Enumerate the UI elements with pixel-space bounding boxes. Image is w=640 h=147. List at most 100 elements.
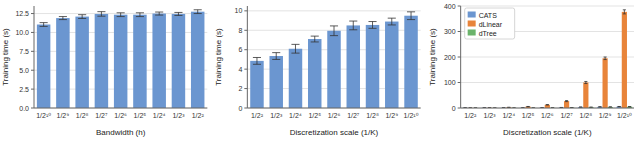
y-tick-label: 10 — [235, 7, 243, 14]
y-tick-label: 0 — [452, 105, 456, 112]
y-tick-label: 5.0 — [19, 67, 29, 74]
error-bar — [117, 13, 125, 17]
x-tick-label: 1/2⁹ — [599, 112, 612, 119]
x-tick-label: 1/2⁷ — [560, 112, 573, 119]
plot-area — [462, 10, 632, 108]
y-axis — [460, 6, 461, 108]
error-bar — [59, 17, 67, 20]
bar — [308, 39, 321, 108]
x-tick-label: 1/2⁹ — [57, 112, 70, 119]
x-tick-label: 1/2⁶ — [114, 112, 127, 119]
legend-swatch — [468, 12, 476, 18]
bar — [603, 58, 608, 108]
legend-swatch — [468, 30, 476, 36]
error-bar — [618, 106, 621, 107]
y-tick-label: 4 — [238, 66, 242, 73]
figure: 0.02.55.07.510.012.51/2¹⁰1/2⁹1/2⁸1/2⁷1/2… — [0, 0, 640, 147]
x-tick-label: 1/2⁸ — [76, 112, 89, 119]
x-tick-label: 1/2² — [251, 112, 264, 119]
x-tick-label: 1/2⁹ — [385, 112, 398, 119]
x-tick-label: 1/2⁵ — [522, 112, 535, 119]
grid-line — [461, 108, 634, 109]
error-bar — [609, 106, 612, 107]
panel: 0.02.55.07.510.012.51/2¹⁰1/2⁹1/2⁸1/2⁷1/2… — [1, 6, 207, 137]
y-axis-label: Training time (s) — [214, 28, 223, 86]
x-tick-label: 1/2¹⁰ — [617, 112, 632, 119]
y-axis-label: Training time (s) — [428, 28, 437, 86]
x-tick-label: 1/2³ — [172, 112, 185, 119]
error-bar — [174, 12, 182, 15]
bar — [622, 12, 627, 108]
bar — [564, 101, 569, 108]
y-tick-label: 2.5 — [19, 86, 29, 93]
y-tick-label: 400 — [444, 3, 456, 10]
error-bar — [628, 106, 631, 107]
error-bar — [78, 15, 86, 19]
y-tick-label: 200 — [444, 54, 456, 61]
y-tick-label: 2 — [238, 85, 242, 92]
y-tick-label: 0 — [238, 105, 242, 112]
x-tick-label: 1/2⁶ — [541, 112, 554, 119]
error-bar — [584, 81, 587, 83]
grid-line — [461, 6, 634, 7]
bar — [583, 83, 588, 109]
x-tick-label: 1/2⁶ — [328, 112, 341, 119]
bar — [250, 61, 263, 108]
error-bar — [527, 106, 530, 107]
y-tick-label: 8 — [238, 27, 242, 34]
x-axis-label: Discretization scale (1/K) — [290, 128, 379, 137]
error-bar — [40, 23, 48, 27]
panel: 02468101/2²1/2³1/2⁴1/2⁵1/2⁶1/2⁷1/2⁸1/2⁹1… — [214, 6, 420, 137]
plot-area — [37, 10, 205, 108]
error-bar — [330, 26, 338, 36]
bar — [133, 15, 146, 108]
bar — [404, 16, 417, 108]
bar — [385, 22, 398, 108]
bar — [152, 14, 165, 108]
x-tick-label: 1/2³ — [484, 112, 497, 119]
error-bar — [311, 36, 319, 42]
grid-line — [34, 108, 207, 109]
bar — [366, 25, 379, 108]
y-tick-label: 12.5 — [15, 10, 29, 17]
x-tick-label: 1/2⁴ — [153, 112, 166, 119]
legend-box — [465, 8, 515, 39]
error-bar — [194, 10, 202, 14]
bar — [95, 14, 108, 108]
y-tick-label: 0.0 — [19, 105, 29, 112]
x-tick-label: 1/2⁷ — [95, 112, 108, 119]
grid-line — [247, 108, 420, 109]
y-axis — [247, 6, 248, 108]
x-tick-label: 1/2⁷ — [347, 112, 360, 119]
error-bar — [604, 57, 607, 60]
error-bar — [349, 21, 357, 30]
bar — [327, 31, 340, 108]
error-bar — [97, 12, 105, 17]
error-bar — [388, 18, 396, 25]
x-axis-label: Bandwidth (h) — [96, 128, 146, 137]
y-tick-label: 7.5 — [19, 48, 29, 55]
bar — [37, 25, 50, 108]
error-bar — [155, 12, 163, 15]
y-axis — [34, 6, 35, 108]
bar — [114, 15, 127, 108]
bar — [269, 56, 282, 108]
error-bar — [623, 10, 626, 14]
x-tick-label: 1/2² — [464, 112, 477, 119]
x-tick-label: 1/2³ — [270, 112, 283, 119]
grid-line — [461, 82, 634, 83]
bar — [75, 17, 88, 108]
x-tick-label: 1/2⁴ — [502, 112, 515, 119]
bar — [191, 12, 204, 108]
legend: CATSdLineardTree — [465, 8, 515, 39]
bar — [347, 25, 360, 108]
x-tick-label: 1/2⁴ — [289, 112, 302, 119]
grid-line — [247, 10, 420, 11]
error-bar — [253, 57, 261, 64]
legend-label: dTree — [479, 30, 497, 37]
legend-label: dLinear — [479, 21, 503, 28]
x-tick-label: 1/2⁸ — [366, 112, 379, 119]
x-tick-label: 1/2⁸ — [580, 112, 593, 119]
y-tick-label: 6 — [238, 46, 242, 53]
error-bar — [272, 53, 280, 60]
